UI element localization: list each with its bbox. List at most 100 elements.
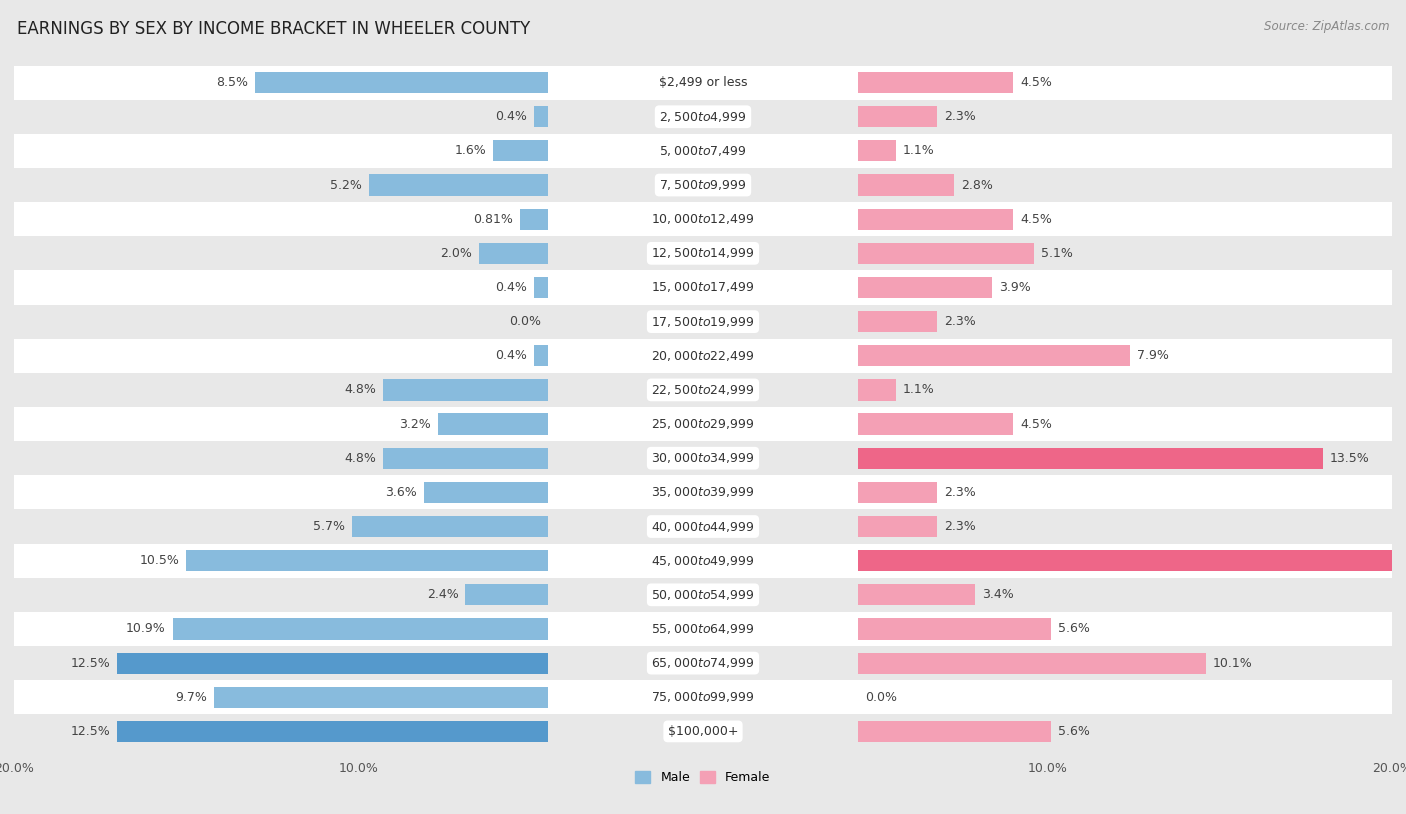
Bar — [858, 174, 955, 195]
Text: 0.4%: 0.4% — [495, 110, 527, 123]
Bar — [494, 140, 548, 161]
Text: $50,000 to $54,999: $50,000 to $54,999 — [651, 588, 755, 602]
Legend: Male, Female: Male, Female — [630, 766, 776, 790]
Text: 0.81%: 0.81% — [474, 212, 513, 225]
Bar — [858, 106, 938, 127]
Bar — [14, 373, 1392, 407]
Text: $65,000 to $74,999: $65,000 to $74,999 — [651, 656, 755, 670]
Bar — [858, 311, 938, 332]
Text: 3.4%: 3.4% — [981, 589, 1014, 602]
Text: 2.8%: 2.8% — [962, 178, 993, 191]
Bar — [382, 379, 548, 400]
Text: 7.9%: 7.9% — [1137, 349, 1168, 362]
Text: $35,000 to $39,999: $35,000 to $39,999 — [651, 485, 755, 499]
Bar — [173, 619, 548, 640]
Text: 3.6%: 3.6% — [385, 486, 418, 499]
Text: $5,000 to $7,499: $5,000 to $7,499 — [659, 144, 747, 158]
Bar — [14, 646, 1392, 681]
Bar — [479, 243, 548, 264]
Bar — [117, 653, 548, 674]
Text: 5.6%: 5.6% — [1057, 725, 1090, 738]
Bar — [14, 681, 1392, 715]
Text: 0.4%: 0.4% — [495, 349, 527, 362]
Bar — [352, 516, 548, 537]
Bar — [858, 277, 993, 298]
Text: Source: ZipAtlas.com: Source: ZipAtlas.com — [1264, 20, 1389, 33]
Text: 13.5%: 13.5% — [1330, 452, 1369, 465]
Text: $75,000 to $99,999: $75,000 to $99,999 — [651, 690, 755, 704]
Bar — [858, 721, 1050, 742]
Bar — [858, 140, 896, 161]
Text: 5.2%: 5.2% — [330, 178, 361, 191]
Bar — [14, 407, 1392, 441]
Text: $20,000 to $22,499: $20,000 to $22,499 — [651, 348, 755, 363]
Text: $55,000 to $64,999: $55,000 to $64,999 — [651, 622, 755, 636]
Bar — [425, 482, 548, 503]
Bar — [858, 653, 1206, 674]
Bar — [858, 584, 976, 606]
Text: 0.4%: 0.4% — [495, 281, 527, 294]
Text: 2.3%: 2.3% — [945, 520, 976, 533]
Bar — [14, 168, 1392, 202]
Bar — [14, 270, 1392, 304]
Bar — [858, 448, 1323, 469]
Text: 4.8%: 4.8% — [344, 452, 375, 465]
Bar — [14, 544, 1392, 578]
Bar — [534, 345, 548, 366]
Text: 1.1%: 1.1% — [903, 144, 935, 157]
Bar — [437, 414, 548, 435]
Bar — [368, 174, 548, 195]
Bar — [14, 99, 1392, 133]
Text: 12.5%: 12.5% — [70, 657, 111, 670]
Text: $2,499 or less: $2,499 or less — [659, 76, 747, 89]
Bar — [858, 208, 1014, 230]
Text: $100,000+: $100,000+ — [668, 725, 738, 738]
Bar — [14, 133, 1392, 168]
Text: 1.6%: 1.6% — [454, 144, 486, 157]
Text: $15,000 to $17,499: $15,000 to $17,499 — [651, 281, 755, 295]
Bar — [465, 584, 548, 606]
Text: 4.8%: 4.8% — [344, 383, 375, 396]
Bar — [858, 414, 1014, 435]
Text: 10.9%: 10.9% — [127, 623, 166, 636]
Bar — [14, 578, 1392, 612]
Text: $25,000 to $29,999: $25,000 to $29,999 — [651, 417, 755, 431]
Text: 5.7%: 5.7% — [312, 520, 344, 533]
Text: EARNINGS BY SEX BY INCOME BRACKET IN WHEELER COUNTY: EARNINGS BY SEX BY INCOME BRACKET IN WHE… — [17, 20, 530, 38]
Text: 9.7%: 9.7% — [176, 691, 207, 704]
Bar — [858, 243, 1033, 264]
Bar — [858, 516, 938, 537]
Text: 8.5%: 8.5% — [217, 76, 249, 89]
Text: $17,500 to $19,999: $17,500 to $19,999 — [651, 315, 755, 329]
Text: 5.6%: 5.6% — [1057, 623, 1090, 636]
Bar — [382, 448, 548, 469]
Text: $30,000 to $34,999: $30,000 to $34,999 — [651, 451, 755, 466]
Bar — [858, 550, 1406, 571]
Bar — [254, 72, 548, 93]
Text: $22,500 to $24,999: $22,500 to $24,999 — [651, 383, 755, 397]
Bar — [858, 72, 1014, 93]
Bar — [14, 475, 1392, 510]
Text: 12.5%: 12.5% — [70, 725, 111, 738]
Bar — [858, 379, 896, 400]
Text: 10.1%: 10.1% — [1213, 657, 1253, 670]
Bar — [858, 619, 1050, 640]
Bar — [520, 208, 548, 230]
Text: 2.3%: 2.3% — [945, 315, 976, 328]
Text: 4.5%: 4.5% — [1019, 76, 1052, 89]
Text: 3.2%: 3.2% — [399, 418, 430, 431]
Text: $40,000 to $44,999: $40,000 to $44,999 — [651, 519, 755, 533]
Bar — [117, 721, 548, 742]
Bar — [14, 339, 1392, 373]
Text: 4.5%: 4.5% — [1019, 418, 1052, 431]
Bar — [14, 612, 1392, 646]
Text: $45,000 to $49,999: $45,000 to $49,999 — [651, 554, 755, 567]
Text: $2,500 to $4,999: $2,500 to $4,999 — [659, 110, 747, 124]
Bar — [214, 687, 548, 708]
Text: 1.1%: 1.1% — [903, 383, 935, 396]
Bar — [14, 202, 1392, 236]
Bar — [14, 236, 1392, 270]
Text: 4.5%: 4.5% — [1019, 212, 1052, 225]
Text: $10,000 to $12,499: $10,000 to $12,499 — [651, 212, 755, 226]
Text: 2.3%: 2.3% — [945, 110, 976, 123]
